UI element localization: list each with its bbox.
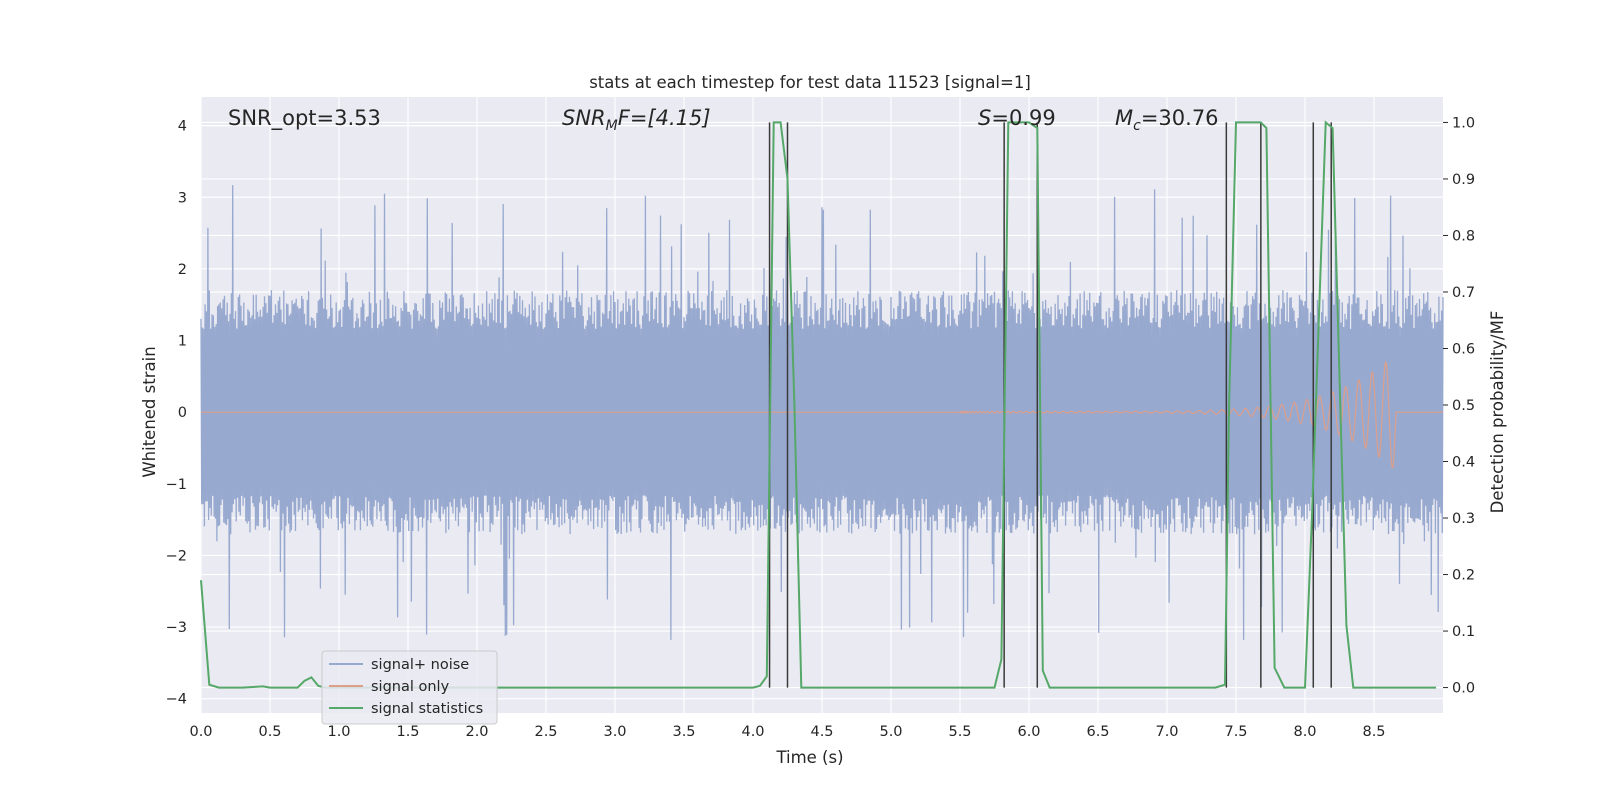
signal-statistics-series (200, 120, 1437, 689)
detection-markers (768, 122, 1332, 688)
y-axis-right-ticks: 1.0 0.9 0.8 0.7 0.6 0.5 0.4 0.3 0.2 0.1 0.0 (1443, 115, 1475, 697)
legend-label-statistics: signal statistics (371, 701, 483, 717)
x-tick-label: 1.0 (327, 724, 350, 740)
y-right-tick-label: 0.8 (1452, 228, 1475, 244)
s-annotation: S=0.99 (978, 106, 1056, 130)
x-tick-label: 8.5 (1362, 724, 1385, 740)
x-tick-label: 7.5 (1224, 724, 1247, 740)
y-right-tick-label: 0.6 (1452, 341, 1475, 357)
x-tick-label: 2.0 (465, 724, 488, 740)
x-tick-label: 2.5 (534, 724, 557, 740)
chart-title: stats at each timestep for test data 115… (589, 73, 1031, 92)
y-right-tick-label: 0.5 (1452, 398, 1475, 414)
y-left-tick-label: −4 (166, 692, 187, 708)
x-tick-label: 0.5 (258, 724, 281, 740)
y-left-tick-label: 4 (178, 119, 187, 135)
y-right-tick-label: 0.1 (1452, 624, 1475, 640)
x-tick-label: 7.0 (1155, 724, 1178, 740)
y-left-tick-label: 1 (178, 334, 187, 350)
signal-only-series (200, 361, 1443, 469)
legend-box (321, 650, 498, 725)
y-left-tick-label: 3 (178, 190, 187, 206)
y-axis-left-ticks: 4 3 2 1 0 −1 −2 −3 −4 (166, 119, 187, 708)
x-tick-label: 8.0 (1293, 724, 1316, 740)
y-left-tick-label: −2 (166, 548, 187, 564)
mc-annotation: Mc=30.76 (1115, 106, 1219, 134)
y-left-tick-label: 2 (178, 262, 187, 278)
y-right-tick-label: 0.2 (1452, 568, 1475, 584)
statistics-line (200, 120, 1437, 689)
y-right-tick-label: 0.9 (1452, 172, 1475, 188)
x-tick-label: 3.5 (672, 724, 695, 740)
legend: signal+ noise signal only signal statist… (321, 650, 498, 725)
y-right-tick-label: 0.4 (1452, 455, 1475, 471)
legend-label-signal: signal only (371, 679, 450, 695)
signal-noise-series (200, 185, 1444, 640)
x-axis-label: Time (s) (775, 748, 843, 767)
legend-label-noise: signal+ noise (371, 657, 469, 673)
snr-opt-annotation: SNR_opt=3.53 (228, 106, 381, 131)
x-tick-label: 0.0 (189, 724, 212, 740)
x-tick-label: 5.5 (948, 724, 971, 740)
noise-trace (200, 185, 1444, 640)
y-right-tick-label: 0.3 (1452, 511, 1475, 527)
y-axis-left-label: Whitened strain (140, 346, 159, 477)
y-left-tick-label: −3 (166, 620, 187, 636)
snr-mf-annotation: SNRMF=[4.15] (562, 106, 711, 134)
y-left-tick-label: 0 (178, 405, 187, 421)
x-tick-label: 1.5 (396, 724, 419, 740)
y-right-tick-label: 0.0 (1452, 681, 1475, 697)
x-tick-label: 3.0 (603, 724, 626, 740)
x-tick-label: 4.0 (741, 724, 764, 740)
signal-chirp-trace (200, 361, 1443, 469)
y-right-tick-label: 0.7 (1452, 285, 1475, 301)
x-tick-label: 6.5 (1086, 724, 1109, 740)
y-right-tick-label: 1.0 (1452, 115, 1475, 131)
y-axis-right-label: Detection probability/MF (1488, 311, 1507, 514)
x-tick-label: 4.5 (810, 724, 833, 740)
y-left-tick-label: −1 (166, 477, 187, 493)
x-tick-label: 6.0 (1017, 724, 1040, 740)
x-axis-ticks: 0.0 0.5 1.0 1.5 2.0 2.5 3.0 3.5 4.0 4.5 5.0 5.5 6.0 6… (189, 724, 1385, 740)
x-tick-label: 5.0 (879, 724, 902, 740)
